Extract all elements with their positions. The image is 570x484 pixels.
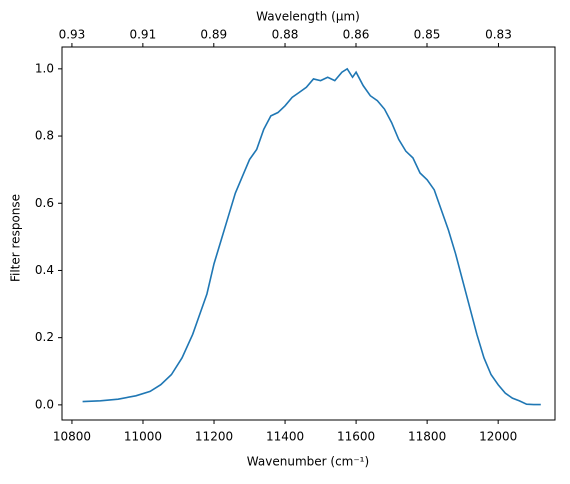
x2-tick-label: 0.83 bbox=[485, 28, 512, 42]
x-tick-label: 12000 bbox=[479, 430, 517, 444]
y-tick-label: 1.0 bbox=[35, 61, 54, 75]
y-tick-label: 0.2 bbox=[35, 330, 54, 344]
line bbox=[82, 67, 541, 406]
x2-axis-label: Wavelength (μm) bbox=[256, 10, 360, 24]
x-axis-label: Wavenumber (cm⁻¹) bbox=[247, 455, 369, 469]
x2-tick-label: 0.86 bbox=[343, 28, 370, 42]
x2-tick-label: 0.85 bbox=[414, 28, 441, 42]
y-tick-label: 0.8 bbox=[35, 129, 54, 143]
plot-frame bbox=[61, 46, 556, 421]
x2-tick-label: 0.89 bbox=[200, 28, 227, 42]
y-axis-label: Filter response bbox=[9, 194, 23, 282]
x-tick-label: 11400 bbox=[266, 430, 304, 444]
x-tick-label: 11800 bbox=[408, 430, 446, 444]
x-tick-label: 11000 bbox=[124, 430, 162, 444]
x-tick-label: 11600 bbox=[337, 430, 375, 444]
x-tick-label: 10800 bbox=[53, 430, 91, 444]
x2-tick-label: 0.88 bbox=[272, 28, 299, 42]
x-tick-label: 11200 bbox=[195, 430, 233, 444]
x2-tick-label: 0.93 bbox=[59, 28, 86, 42]
y-tick-label: 0.4 bbox=[35, 263, 54, 277]
y-tick-label: 0.6 bbox=[35, 196, 54, 210]
x2-tick-label: 0.91 bbox=[129, 28, 156, 42]
y-tick-label: 0.0 bbox=[35, 397, 54, 411]
